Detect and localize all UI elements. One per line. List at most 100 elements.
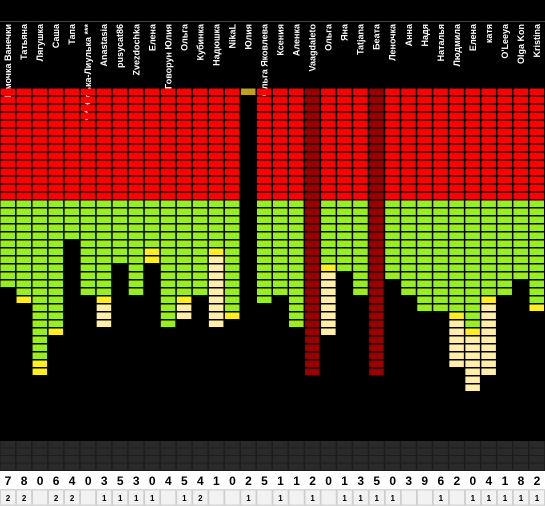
base-cell [321, 448, 336, 455]
count-value: 2 [70, 494, 75, 503]
bar-cell [449, 336, 464, 343]
bar-cell [481, 288, 496, 295]
bar-cell [256, 208, 272, 215]
bar-cell [144, 112, 160, 119]
count-value: 2 [6, 494, 11, 503]
bar-cell [176, 232, 192, 239]
bar-cell [16, 240, 32, 247]
bar-cell [208, 240, 224, 247]
bar-cell [449, 240, 464, 247]
bar-cell [481, 296, 496, 303]
bar-cell [369, 248, 384, 255]
bar-cell [128, 200, 144, 207]
participant-name: Ксения [276, 24, 286, 56]
bar-cell [224, 280, 240, 287]
bar-cell [32, 352, 48, 359]
bar-cell [80, 264, 96, 271]
bar-cell [112, 152, 128, 159]
bar-cell [32, 168, 48, 175]
header-rule [416, 21, 433, 22]
bar-cell [208, 112, 224, 119]
bar-cell [337, 232, 352, 239]
bar-cell [465, 304, 480, 311]
base-cell [529, 448, 544, 455]
bar-cell [449, 224, 464, 231]
count-cell [288, 489, 305, 506]
bar-cell [16, 264, 32, 271]
bar-cell [401, 120, 416, 127]
bar-cell [529, 96, 544, 103]
bar-cell [433, 288, 448, 295]
bar-cell [48, 288, 64, 295]
bar-cell [128, 280, 144, 287]
bar-cell [273, 128, 288, 135]
bar-cell [337, 184, 352, 191]
count-cell [336, 489, 353, 506]
bar-cell [0, 208, 16, 215]
bar-cell [529, 216, 544, 223]
base-cell [144, 448, 160, 455]
base-cell [144, 456, 160, 463]
bar-cell [353, 200, 368, 207]
bar-cell [305, 320, 320, 327]
bar-cell [433, 272, 448, 279]
bar-cell [305, 304, 320, 311]
score-value: 8 [21, 474, 28, 488]
participant-name: Елена [468, 23, 478, 51]
bar-cell [0, 248, 16, 255]
bar-cell [497, 248, 512, 255]
count-value: 2 [54, 494, 59, 503]
bar-cell [481, 120, 496, 127]
bar-cell [513, 184, 528, 191]
participant-name: Ольга [324, 23, 334, 51]
bar-cell [417, 272, 432, 279]
bar-cell [160, 248, 176, 255]
bar-cell [401, 112, 416, 119]
count-value: 1 [487, 494, 492, 503]
count-value: 2 [22, 494, 27, 503]
bar-cell [513, 248, 528, 255]
bar-cell [160, 136, 176, 143]
bar-cell [369, 264, 384, 271]
bar-cell [513, 216, 528, 223]
bar-cell [32, 120, 48, 127]
bar-cell [0, 136, 16, 143]
base-cell [289, 456, 304, 463]
column-number: 91 [339, 9, 351, 20]
bar-cell [369, 368, 384, 375]
bar-cell [529, 128, 544, 135]
column-number: 86 [275, 9, 287, 20]
bar-cell [449, 280, 464, 287]
count-value: 1 [503, 494, 508, 503]
bar-cell [369, 304, 384, 311]
bar-cell [449, 304, 464, 311]
header-rule [176, 21, 193, 22]
base-cell [465, 463, 480, 470]
bar-cell [529, 232, 544, 239]
bar-cell [353, 216, 368, 223]
score-value: 0 [37, 474, 44, 488]
bar-cell [497, 272, 512, 279]
count-cell [0, 489, 16, 506]
bar-cell [32, 96, 48, 103]
bar-cell [513, 104, 528, 111]
bar-cell [224, 144, 240, 151]
base-cell [112, 463, 128, 470]
bar-cell [128, 232, 144, 239]
bar-cell [481, 152, 496, 159]
bar-cell [16, 176, 32, 183]
bar-cell [192, 216, 208, 223]
column-number: 95 [355, 9, 367, 20]
base-cell [176, 448, 192, 455]
bar-cell [144, 136, 160, 143]
bar-cell [80, 192, 96, 199]
bar-cell [321, 320, 336, 327]
bar-cell [96, 120, 112, 127]
bar-cell [305, 280, 320, 287]
participant-name: Кубинка [195, 23, 205, 61]
bar-cell [481, 216, 496, 223]
bar-cell [481, 144, 496, 151]
bar-cell [433, 88, 448, 95]
bar-cell [112, 200, 128, 207]
